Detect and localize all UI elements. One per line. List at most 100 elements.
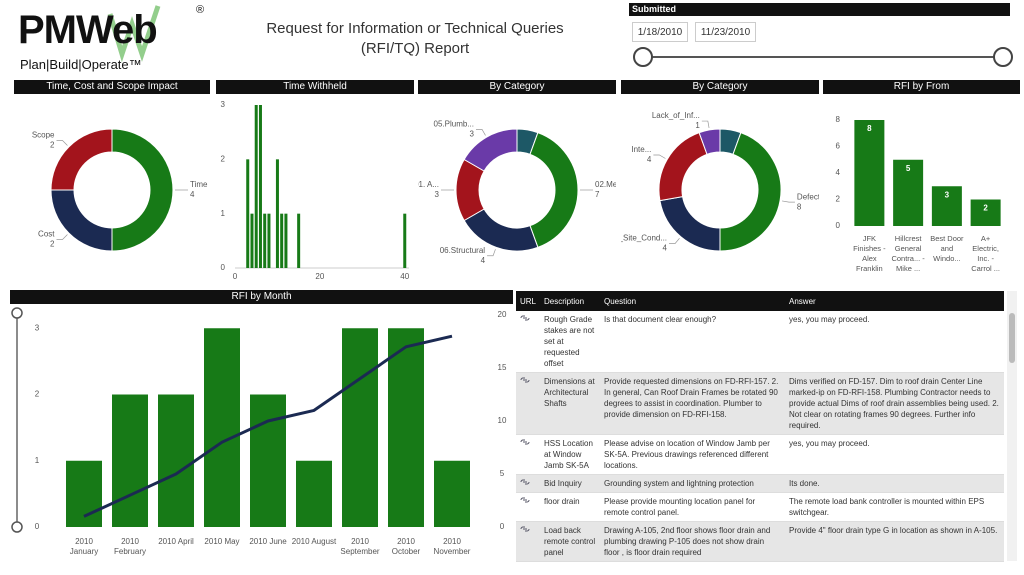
table: URL Description Question Answer Rough Grade …: [516, 291, 1004, 562]
bar: [246, 159, 250, 268]
panel-title: Time Withheld: [216, 80, 414, 94]
link-icon: [520, 439, 530, 445]
slice-label: 01. A...: [418, 180, 439, 189]
bar: [258, 105, 262, 268]
bar: [204, 328, 240, 527]
bar: [284, 213, 288, 268]
x-tick-label: 2010 November: [433, 537, 471, 556]
bar: [263, 213, 267, 268]
chart: 0 1 2 3 0 5 10 15 20: [11, 307, 507, 533]
data-label: 8: [867, 124, 872, 133]
bar: [893, 159, 924, 226]
line: [83, 334, 453, 518]
scrollbar[interactable]: [1007, 291, 1017, 561]
panel-title: RFI by Month: [10, 290, 513, 304]
table-cell: Grounding system and lightning protectio…: [600, 474, 785, 493]
slice-value: 4: [481, 256, 486, 265]
donut-slice: [111, 128, 174, 252]
column-header[interactable]: URL: [516, 291, 540, 311]
link-glyph: [520, 479, 530, 485]
bar: [275, 159, 279, 268]
header-row: URL Description Question Answer: [516, 291, 1004, 311]
slider-handle[interactable]: [11, 307, 23, 319]
leader-line: [487, 249, 496, 257]
end-date[interactable]: 11/23/2010: [695, 22, 756, 42]
panel-title: By Category: [621, 80, 819, 94]
chart-panel: By Category Defective...8 Differing_Site_C…: [621, 80, 819, 280]
table-cell: floor drain: [540, 492, 600, 522]
bar: [254, 105, 258, 268]
leader-line: [653, 154, 666, 159]
link-icon: [520, 479, 530, 485]
slice-value: 4: [190, 190, 195, 199]
slice-value: 7: [595, 190, 600, 199]
column-header[interactable]: Question: [600, 291, 785, 311]
bar: [434, 460, 470, 527]
donut-slice: [698, 128, 721, 155]
y-tick-label: 1: [221, 209, 226, 218]
leader-line: [56, 140, 68, 146]
column-header[interactable]: Description: [540, 291, 600, 311]
donut-slice: [463, 208, 539, 252]
slice-value: 2: [50, 240, 55, 249]
y-tick-label: 0: [836, 221, 841, 230]
slice-label: 06.Structural: [440, 246, 486, 255]
bar: [296, 460, 332, 527]
scroll-thumb[interactable]: [1009, 313, 1015, 363]
leader-line: [701, 120, 710, 129]
chart-panel: RFI by From 0 2 4 6 8 8 5 3 2 JFK Finishes - Alex …: [823, 80, 1020, 280]
logo-text: PMWeb: [18, 8, 158, 52]
link-glyph: [520, 377, 530, 383]
table-cell: Provide requested dimensions on FD-RFI-1…: [600, 372, 785, 435]
slider-handle[interactable]: [11, 521, 23, 533]
link-glyph: [520, 439, 530, 445]
bar: [112, 394, 148, 527]
bar: [931, 186, 962, 226]
logo-tagline: Plan|Build|Operate™: [20, 57, 142, 72]
url-cell: [516, 434, 540, 475]
chart-panel: Time, Cost and Scope Impact Time 4 Cost 2 Sco…: [14, 80, 210, 280]
slice-label: 02.Mecha...: [595, 180, 616, 189]
x-tick-label: 2010 September: [340, 537, 380, 556]
table-cell: yes, you may proceed.: [785, 311, 1004, 373]
slice-value: 4: [647, 155, 652, 164]
x-tick-label: 0: [233, 272, 238, 280]
y-tick-label: 0: [221, 263, 226, 272]
slice-label: 05.Plumb...: [434, 119, 474, 128]
chart: Defective...8Differing_Site_Cond...4Inte…: [621, 111, 819, 253]
slice-value: 3: [435, 190, 440, 199]
table-cell: Bid Inquiry: [540, 474, 600, 493]
bar: [158, 394, 194, 527]
x-tick-label: 2010 April: [158, 537, 194, 546]
x-tick-label: 2010 October: [391, 537, 421, 556]
logo: PMWeb ® Plan|Build|Operate™: [18, 2, 218, 77]
slider-handle[interactable]: [633, 47, 653, 67]
table-cell: Load back remote control panel: [540, 521, 600, 562]
table-cell: The remote load bank controller is mount…: [785, 492, 1004, 522]
slice-label: Scope: [32, 131, 55, 140]
chart: 0 1 2 3 0 20 40: [221, 100, 410, 280]
report-title: Request for Information or Technical Que…: [266, 20, 564, 57]
column-header[interactable]: Answer: [785, 291, 1004, 311]
data-label: 5: [906, 164, 911, 173]
y-tick-label: 8: [836, 115, 841, 124]
bar: [854, 120, 885, 226]
bar: [297, 213, 301, 268]
slice-label: Defective...: [797, 192, 819, 201]
url-cell: [516, 311, 540, 373]
bar: [342, 328, 378, 527]
panel-title: RFI by From: [823, 80, 1020, 94]
slice-value: 4: [663, 244, 668, 253]
bar: [250, 213, 254, 268]
slider-handle[interactable]: [993, 47, 1013, 67]
y-tick-label: 3: [221, 100, 226, 109]
slice-label: Inte...: [631, 145, 651, 154]
link-glyph: [520, 526, 530, 532]
start-date[interactable]: 1/18/2010: [632, 22, 688, 42]
table-row: Rough Grade stakes are not set at reques…: [516, 311, 1004, 373]
logo-registered: ®: [196, 4, 205, 16]
table-row: Dimensions at Architectural Shafts Provid…: [516, 372, 1004, 435]
